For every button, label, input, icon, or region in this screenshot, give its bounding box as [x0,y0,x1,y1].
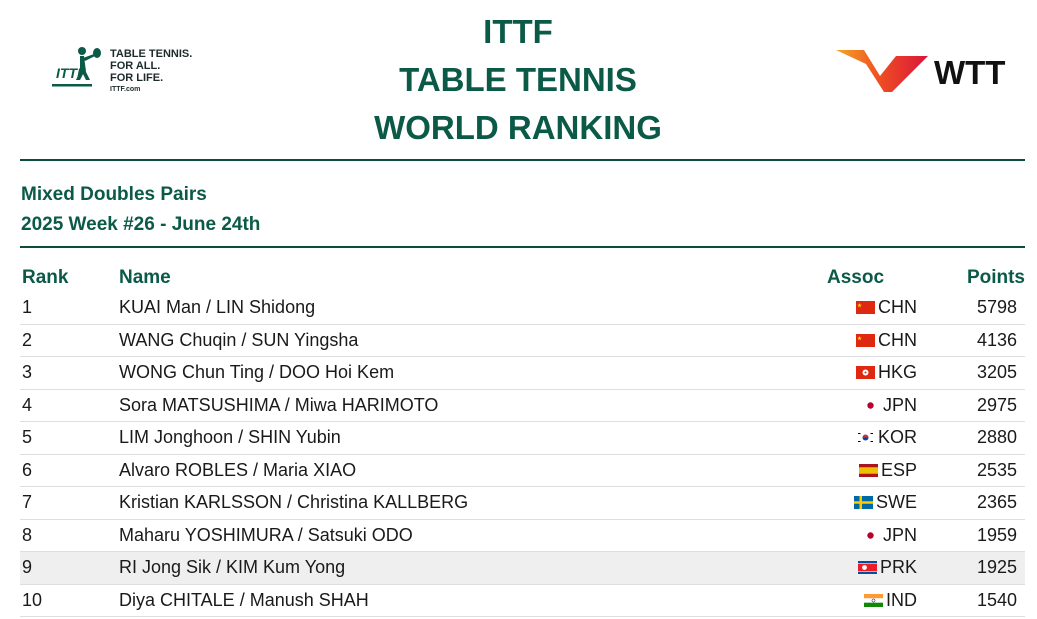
table-row: 4 Sora MATSUSHIMA / Miwa HARIMOTO JPN 2975 [20,389,1025,422]
table-row: 10 Diya CHITALE / Manush SHAH IND 1540 [20,584,1025,617]
rank-cell: 4 [20,389,119,422]
table-row: 7 Kristian KARLSSON / Christina KALLBERG S… [20,486,1025,520]
table-row: 3 WONG Chun Ting / DOO Hoi Kem HKG 3205 [20,356,1025,390]
title-line: ITTF [483,13,553,50]
ittf-tagline-line: FOR ALL. [110,60,161,72]
japan-flag-icon [860,526,880,542]
japan-flag-icon [860,396,880,412]
name-cell: Diya CHITALE / Manush SHAH [119,584,797,617]
column-header-rank: Rank [22,267,69,288]
rank-cell: 1 [20,292,119,325]
column-header-assoc: Assoc [827,267,885,288]
week-label: 2025 Week #26 - June 24th [21,214,261,235]
table-header-row: Rank Name Assoc Points [20,264,1025,292]
china-flag-icon [856,331,875,347]
sweden-flag-icon [853,493,873,510]
ittf-tagline: TABLE TENNIS. FOR ALL. FOR LIFE. ITTF.co… [110,48,192,96]
header: ITTF TABLE TENNIS. FOR ALL. FOR LIFE. IT… [0,0,1037,160]
assoc-cell: JPN [797,519,917,552]
table-row: 1 KUAI Man / LIN Shidong CHN 5798 [20,292,1025,325]
name-cell: Maharu YOSHIMURA / Satsuki ODO [119,519,797,552]
name-cell: RI Jong Sik / KIM Kum Yong [119,551,797,585]
points-cell: 4136 [917,324,1025,357]
points-cell: 2535 [917,454,1025,487]
svg-text:ITTF: ITTF [56,65,86,81]
points-cell: 5798 [917,292,1025,325]
rank-cell: 9 [20,551,119,585]
assoc-cell: CHN [797,324,917,357]
rank-cell: 5 [20,421,119,455]
table-row: 6 Alvaro ROBLES / Maria XIAO ESP 2535 [20,454,1025,487]
ranking-rows: 1 KUAI Man / LIN Shidong CHN 5798 2 WANG Chuq… [20,292,1025,617]
assoc-code: JPN [882,524,917,545]
ittf-url: ITTF.com [110,86,141,93]
rank-cell: 3 [20,356,119,390]
points-cell: 1540 [917,584,1025,617]
north-korea-flag-icon [857,558,877,575]
assoc-cell: KOR [797,421,917,455]
assoc-code: ESP [880,459,917,480]
table-row: 5 LIM Jonghoon / SHIN Yubin KOR 2880 [20,421,1025,455]
name-cell: Sora MATSUSHIMA / Miwa HARIMOTO [119,389,797,422]
rank-cell: 8 [20,519,119,552]
ranking-subtitle: Mixed Doubles Pairs 2025 Week #26 - June… [21,180,260,240]
wtt-wordmark: WTT [934,54,1006,91]
assoc-code: SWE [875,492,917,513]
assoc-cell: ESP [797,454,917,487]
ittf-tagline-line: FOR LIFE. [110,72,164,84]
wtt-logo: WTT [834,46,1029,96]
title-line: TABLE TENNIS [399,61,637,98]
category-label: Mixed Doubles Pairs [21,184,207,205]
assoc-code: CHN [878,297,917,318]
name-cell: Kristian KARLSSON / Christina KALLBERG [119,486,797,520]
table-row: 2 WANG Chuqin / SUN Yingsha CHN 4136 [20,324,1025,357]
ittf-tagline-line: TABLE TENNIS. [110,48,193,60]
assoc-cell: JPN [797,389,917,422]
points-cell: 3205 [917,356,1025,390]
assoc-code: JPN [882,394,917,415]
rank-cell: 6 [20,454,119,487]
ittf-player-icon: ITTF [52,47,101,87]
table-row: 8 Maharu YOSHIMURA / Satsuki ODO JPN 1959 [20,519,1025,552]
assoc-code: KOR [877,427,917,448]
assoc-cell: IND [797,584,917,617]
china-flag-icon [856,298,875,315]
assoc-code: HKG [877,362,917,383]
name-cell: WONG Chun Ting / DOO Hoi Kem [119,356,797,390]
title-line: WORLD RANKING [374,109,662,146]
name-cell: LIM Jonghoon / SHIN Yubin [119,421,797,455]
page-title: ITTF TABLE TENNIS WORLD RANKING [318,8,718,152]
table-row: 9 RI Jong Sik / KIM Kum Yong PRK 1925 [20,551,1025,585]
divider [20,159,1025,161]
rank-cell: 7 [20,486,119,520]
assoc-code: IND [886,589,917,610]
column-header-points: Points [966,267,1025,288]
name-cell: Alvaro ROBLES / Maria XIAO [119,454,797,487]
ranking-table: Rank Name Assoc Points 1 KUAI Man / LIN S… [20,264,1025,617]
name-cell: KUAI Man / LIN Shidong [119,292,797,325]
points-cell: 1959 [917,519,1025,552]
column-header-name: Name [119,267,171,288]
ittf-logo: ITTF TABLE TENNIS. FOR ALL. FOR LIFE. IT… [50,44,220,94]
rank-cell: 10 [20,584,119,617]
assoc-cell: CHN [797,292,917,325]
divider [20,246,1025,248]
points-cell: 2365 [917,486,1025,520]
assoc-code: PRK [879,557,917,578]
points-cell: 2975 [917,389,1025,422]
assoc-cell: HKG [797,356,917,390]
india-flag-icon [864,591,883,607]
points-cell: 2880 [917,421,1025,455]
spain-flag-icon [858,461,878,477]
assoc-code: CHN [878,329,917,350]
korea-flag-icon [855,428,875,445]
points-cell: 1925 [917,551,1025,585]
hong-kong-flag-icon [855,363,875,380]
rank-cell: 2 [20,324,119,357]
assoc-cell: SWE [797,486,917,520]
assoc-cell: PRK [797,551,917,585]
name-cell: WANG Chuqin / SUN Yingsha [119,324,797,357]
wtt-mark-icon [836,50,928,92]
